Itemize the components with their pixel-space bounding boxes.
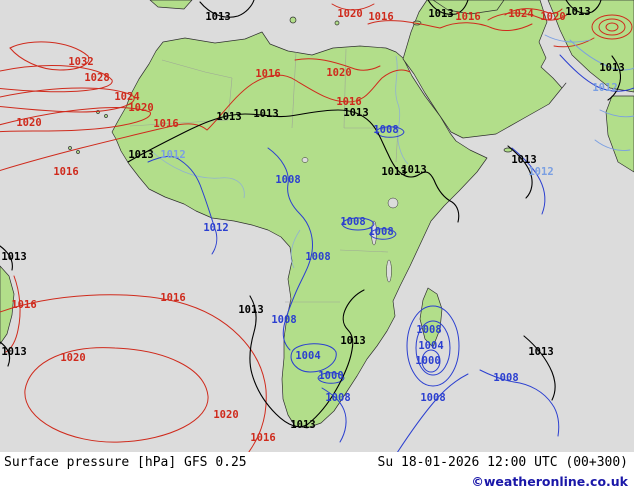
lake-chad xyxy=(301,157,309,163)
isobar-1020 xyxy=(553,37,595,48)
isobars-standard-group xyxy=(0,0,622,428)
isobar-1012 xyxy=(599,109,634,118)
footer: Surface pressure [hPa] GFS 0.25 Su 18-01… xyxy=(0,452,634,490)
river-congo xyxy=(290,229,301,269)
isobar-1004 xyxy=(415,320,451,376)
footer-info-row: Surface pressure [hPa] GFS 0.25 Su 18-01… xyxy=(0,452,634,470)
isobar-1012 xyxy=(594,139,631,151)
landmass-turkey xyxy=(432,0,505,15)
isobar-1032 xyxy=(9,41,90,71)
isobar-1000 xyxy=(317,372,345,384)
landmass-madagascar xyxy=(419,287,443,348)
isobar-high-center xyxy=(591,14,633,40)
isobar-1020 xyxy=(0,107,151,133)
isobar-1020 xyxy=(294,58,381,71)
isobar-high-center xyxy=(598,18,626,36)
landmasses xyxy=(0,0,634,429)
isobar-1013 xyxy=(0,341,11,367)
isobar-1008 xyxy=(406,305,460,387)
isobar-1008 xyxy=(375,126,405,138)
isobar-1013 xyxy=(427,0,469,15)
river-nile xyxy=(395,55,409,165)
isobar-1016 xyxy=(367,20,533,32)
isobar-1012 xyxy=(147,155,218,255)
rivers xyxy=(149,55,409,269)
lakes xyxy=(301,157,399,283)
island-cape-verde xyxy=(68,146,72,150)
isobar-high-center xyxy=(605,22,619,32)
isobar-1013 xyxy=(507,145,533,199)
island-canary xyxy=(104,114,108,118)
isobar-1013 xyxy=(565,0,602,14)
isobar-1004 xyxy=(290,343,337,373)
isobar-1024 xyxy=(504,8,563,16)
river-niger xyxy=(149,149,245,199)
isobar-1013 xyxy=(249,289,365,428)
isobar-1020 xyxy=(487,12,569,21)
map-timestamp: Su 18-01-2026 12:00 UTC (00+300) xyxy=(377,455,628,470)
isobar-1016 xyxy=(0,294,267,452)
isobar-1008 xyxy=(321,387,347,443)
isobar-1008 xyxy=(479,369,560,437)
pressure-map-svg xyxy=(0,0,634,452)
isobar-1012 xyxy=(544,34,591,43)
isobar-1012 xyxy=(569,39,634,71)
isobar-1012 xyxy=(511,147,546,215)
isobars-high-group xyxy=(0,3,633,452)
lake-tanganyika xyxy=(371,220,377,246)
isobar-1013 xyxy=(523,335,556,401)
isobar-1000 xyxy=(421,349,441,373)
isobar-1024 xyxy=(0,87,135,113)
footer-copyright-row: ©weatheronline.co.uk xyxy=(0,470,634,490)
island-crete xyxy=(334,20,340,26)
isobar-1008 xyxy=(397,373,469,452)
isobar-1028 xyxy=(0,65,113,93)
isobar-1013 xyxy=(0,245,13,271)
landmass-africa xyxy=(111,31,488,429)
isobar-1020 xyxy=(331,3,375,11)
isobar-1016 xyxy=(5,275,21,353)
isobar-1008 xyxy=(341,217,375,231)
map-title: Surface pressure [hPa] GFS 0.25 xyxy=(4,455,247,470)
isobar-1013 xyxy=(199,0,255,18)
isobar-1013 xyxy=(607,55,622,101)
isobars-low-group xyxy=(147,34,634,452)
island-sicily xyxy=(289,16,297,24)
isobar-1008 xyxy=(267,147,313,351)
island-cape-verde xyxy=(76,150,80,154)
isobar-1020 xyxy=(24,347,209,443)
isobar-1013 xyxy=(127,109,460,223)
isobar-1008 xyxy=(369,228,397,240)
isobar-1012 xyxy=(559,54,634,92)
lake-malawi xyxy=(386,259,392,283)
lake-victoria xyxy=(387,197,399,209)
landmass-iberia xyxy=(149,0,193,10)
isobar-1016 xyxy=(0,69,411,172)
landmass-south-america xyxy=(0,265,15,345)
copyright-link[interactable]: ©weatheronline.co.uk xyxy=(471,474,628,489)
landmass-arabia xyxy=(402,0,567,139)
pressure-map: 1013 1020 1016 1013 1016 1024 1020 1013 1032 1028… xyxy=(0,0,634,452)
